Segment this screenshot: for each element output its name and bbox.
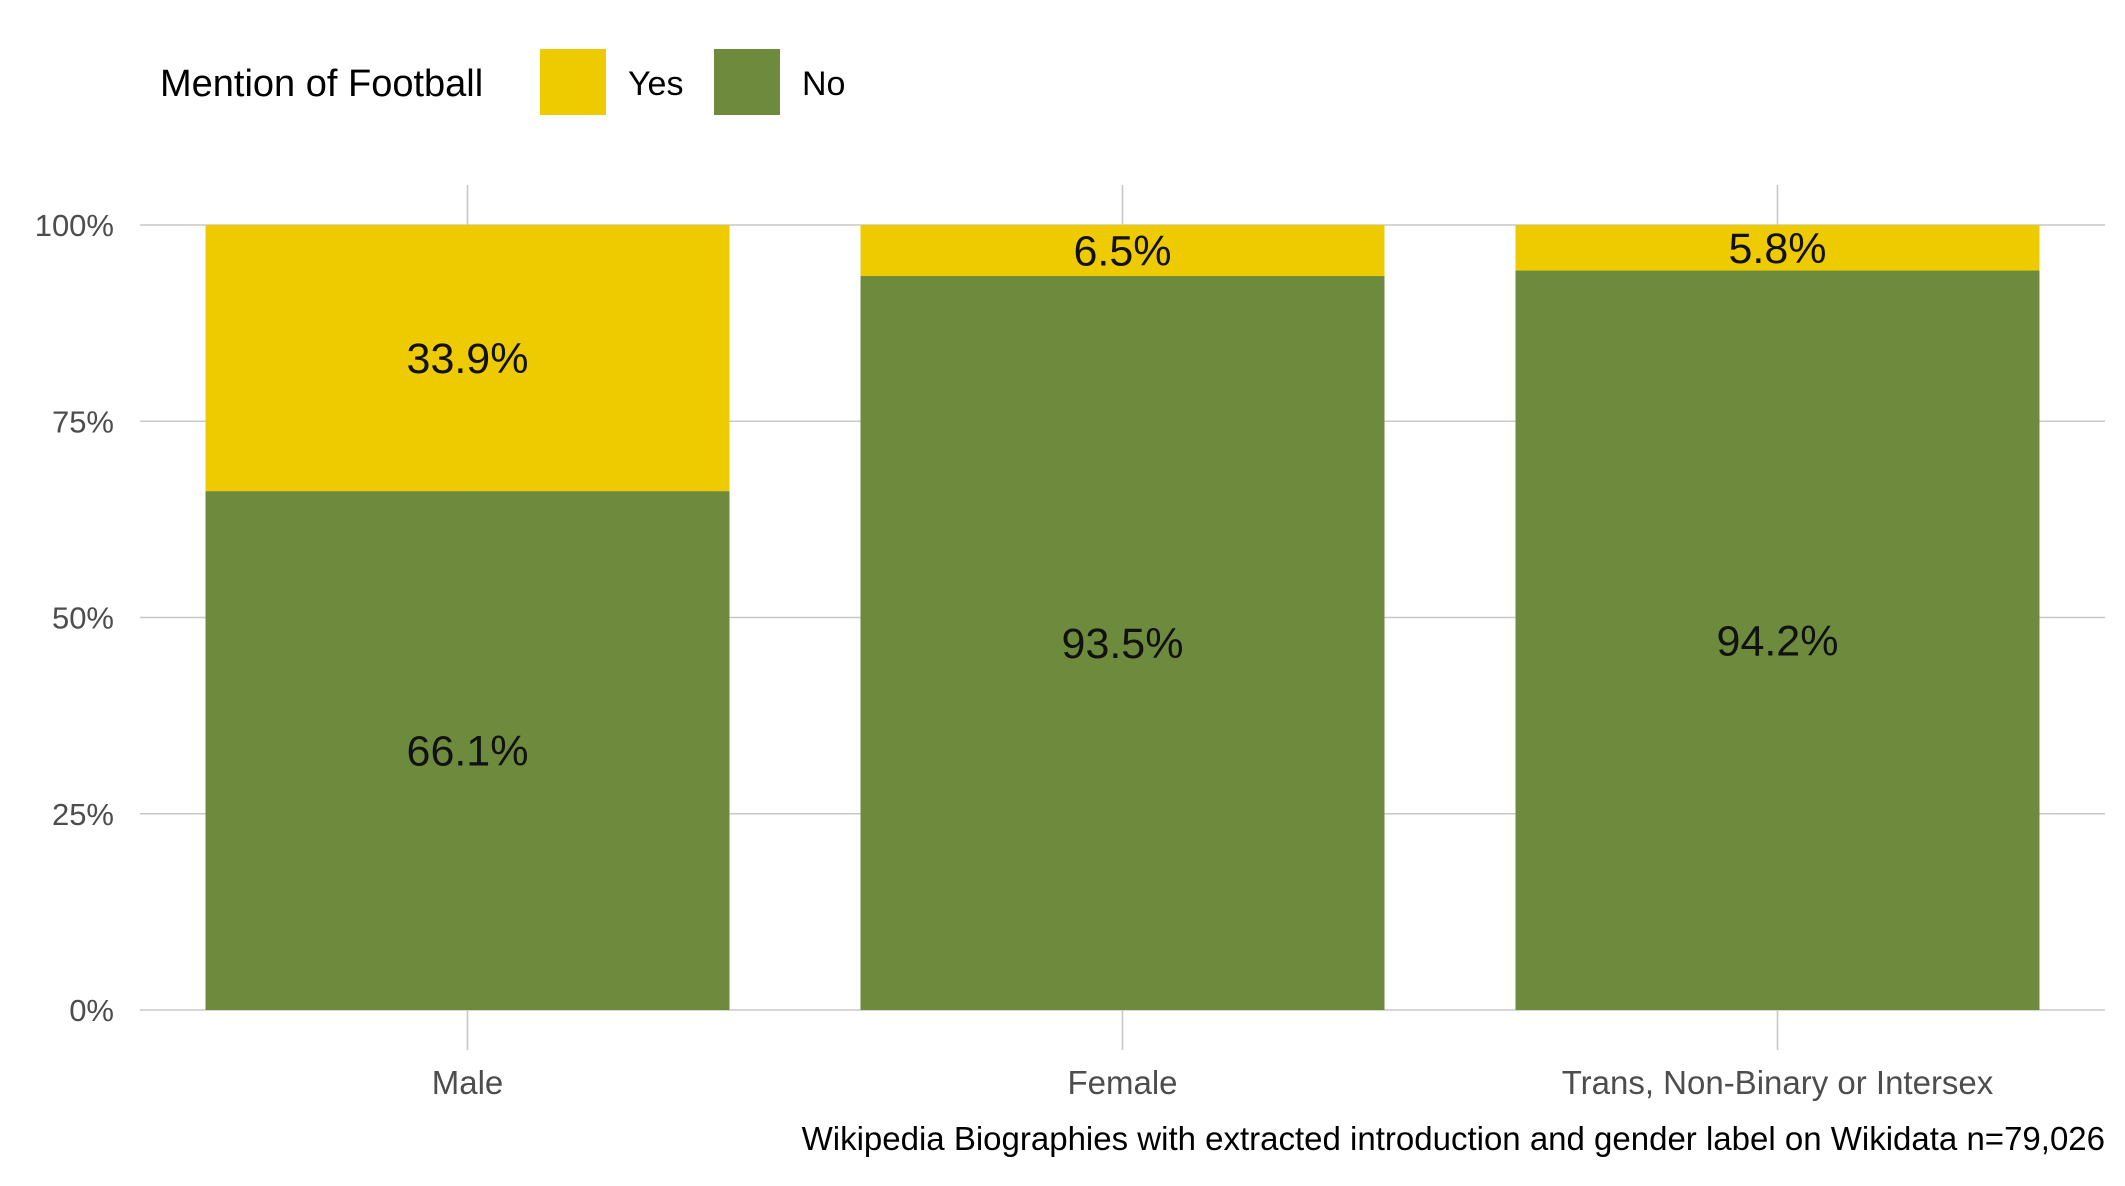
data-labels: 66.1% 33.9% 93.5% 6.5% 94.2% 5.8% [407, 225, 1839, 776]
y-tick-label: 0% [69, 993, 114, 1028]
y-tick-label: 25% [52, 797, 114, 832]
legend-title: Mention of Football [160, 63, 483, 105]
bar-segment-yes [205, 225, 730, 492]
data-label: 6.5% [1073, 228, 1171, 276]
x-tick-label: Female [1067, 1064, 1177, 1101]
legend-swatch-yes [540, 49, 606, 115]
data-label: 94.2% [1717, 617, 1839, 665]
axes: 0% 25% 50% 75% 100% Male Female Trans, Non-Bina… [35, 208, 1994, 1101]
legend-label: Yes [628, 65, 683, 103]
legend-label: No [802, 65, 845, 103]
bar-segment-no [205, 491, 730, 1010]
y-tick-label: 100% [35, 208, 114, 243]
legend: Mention of Football Yes No [160, 49, 845, 115]
bar-segment-yes [860, 225, 1385, 277]
data-label: 66.1% [407, 728, 529, 776]
bar-segment-yes [1515, 225, 2040, 271]
data-label: 33.9% [407, 335, 529, 383]
x-tick-label: Male [432, 1064, 504, 1101]
legend-swatch-no [714, 49, 780, 115]
data-label: 5.8% [1728, 225, 1826, 273]
chart-caption: Wikipedia Biographies with extracted int… [802, 1120, 2105, 1157]
y-tick-label: 50% [52, 601, 114, 636]
y-tick-label: 75% [52, 404, 114, 439]
bar-segment-no [1515, 270, 2040, 1010]
bar-segment-no [860, 276, 1385, 1010]
data-label: 93.5% [1062, 620, 1184, 668]
bars [205, 225, 2040, 1010]
x-tick-label: Trans, Non-Binary or Intersex [1562, 1064, 1994, 1101]
